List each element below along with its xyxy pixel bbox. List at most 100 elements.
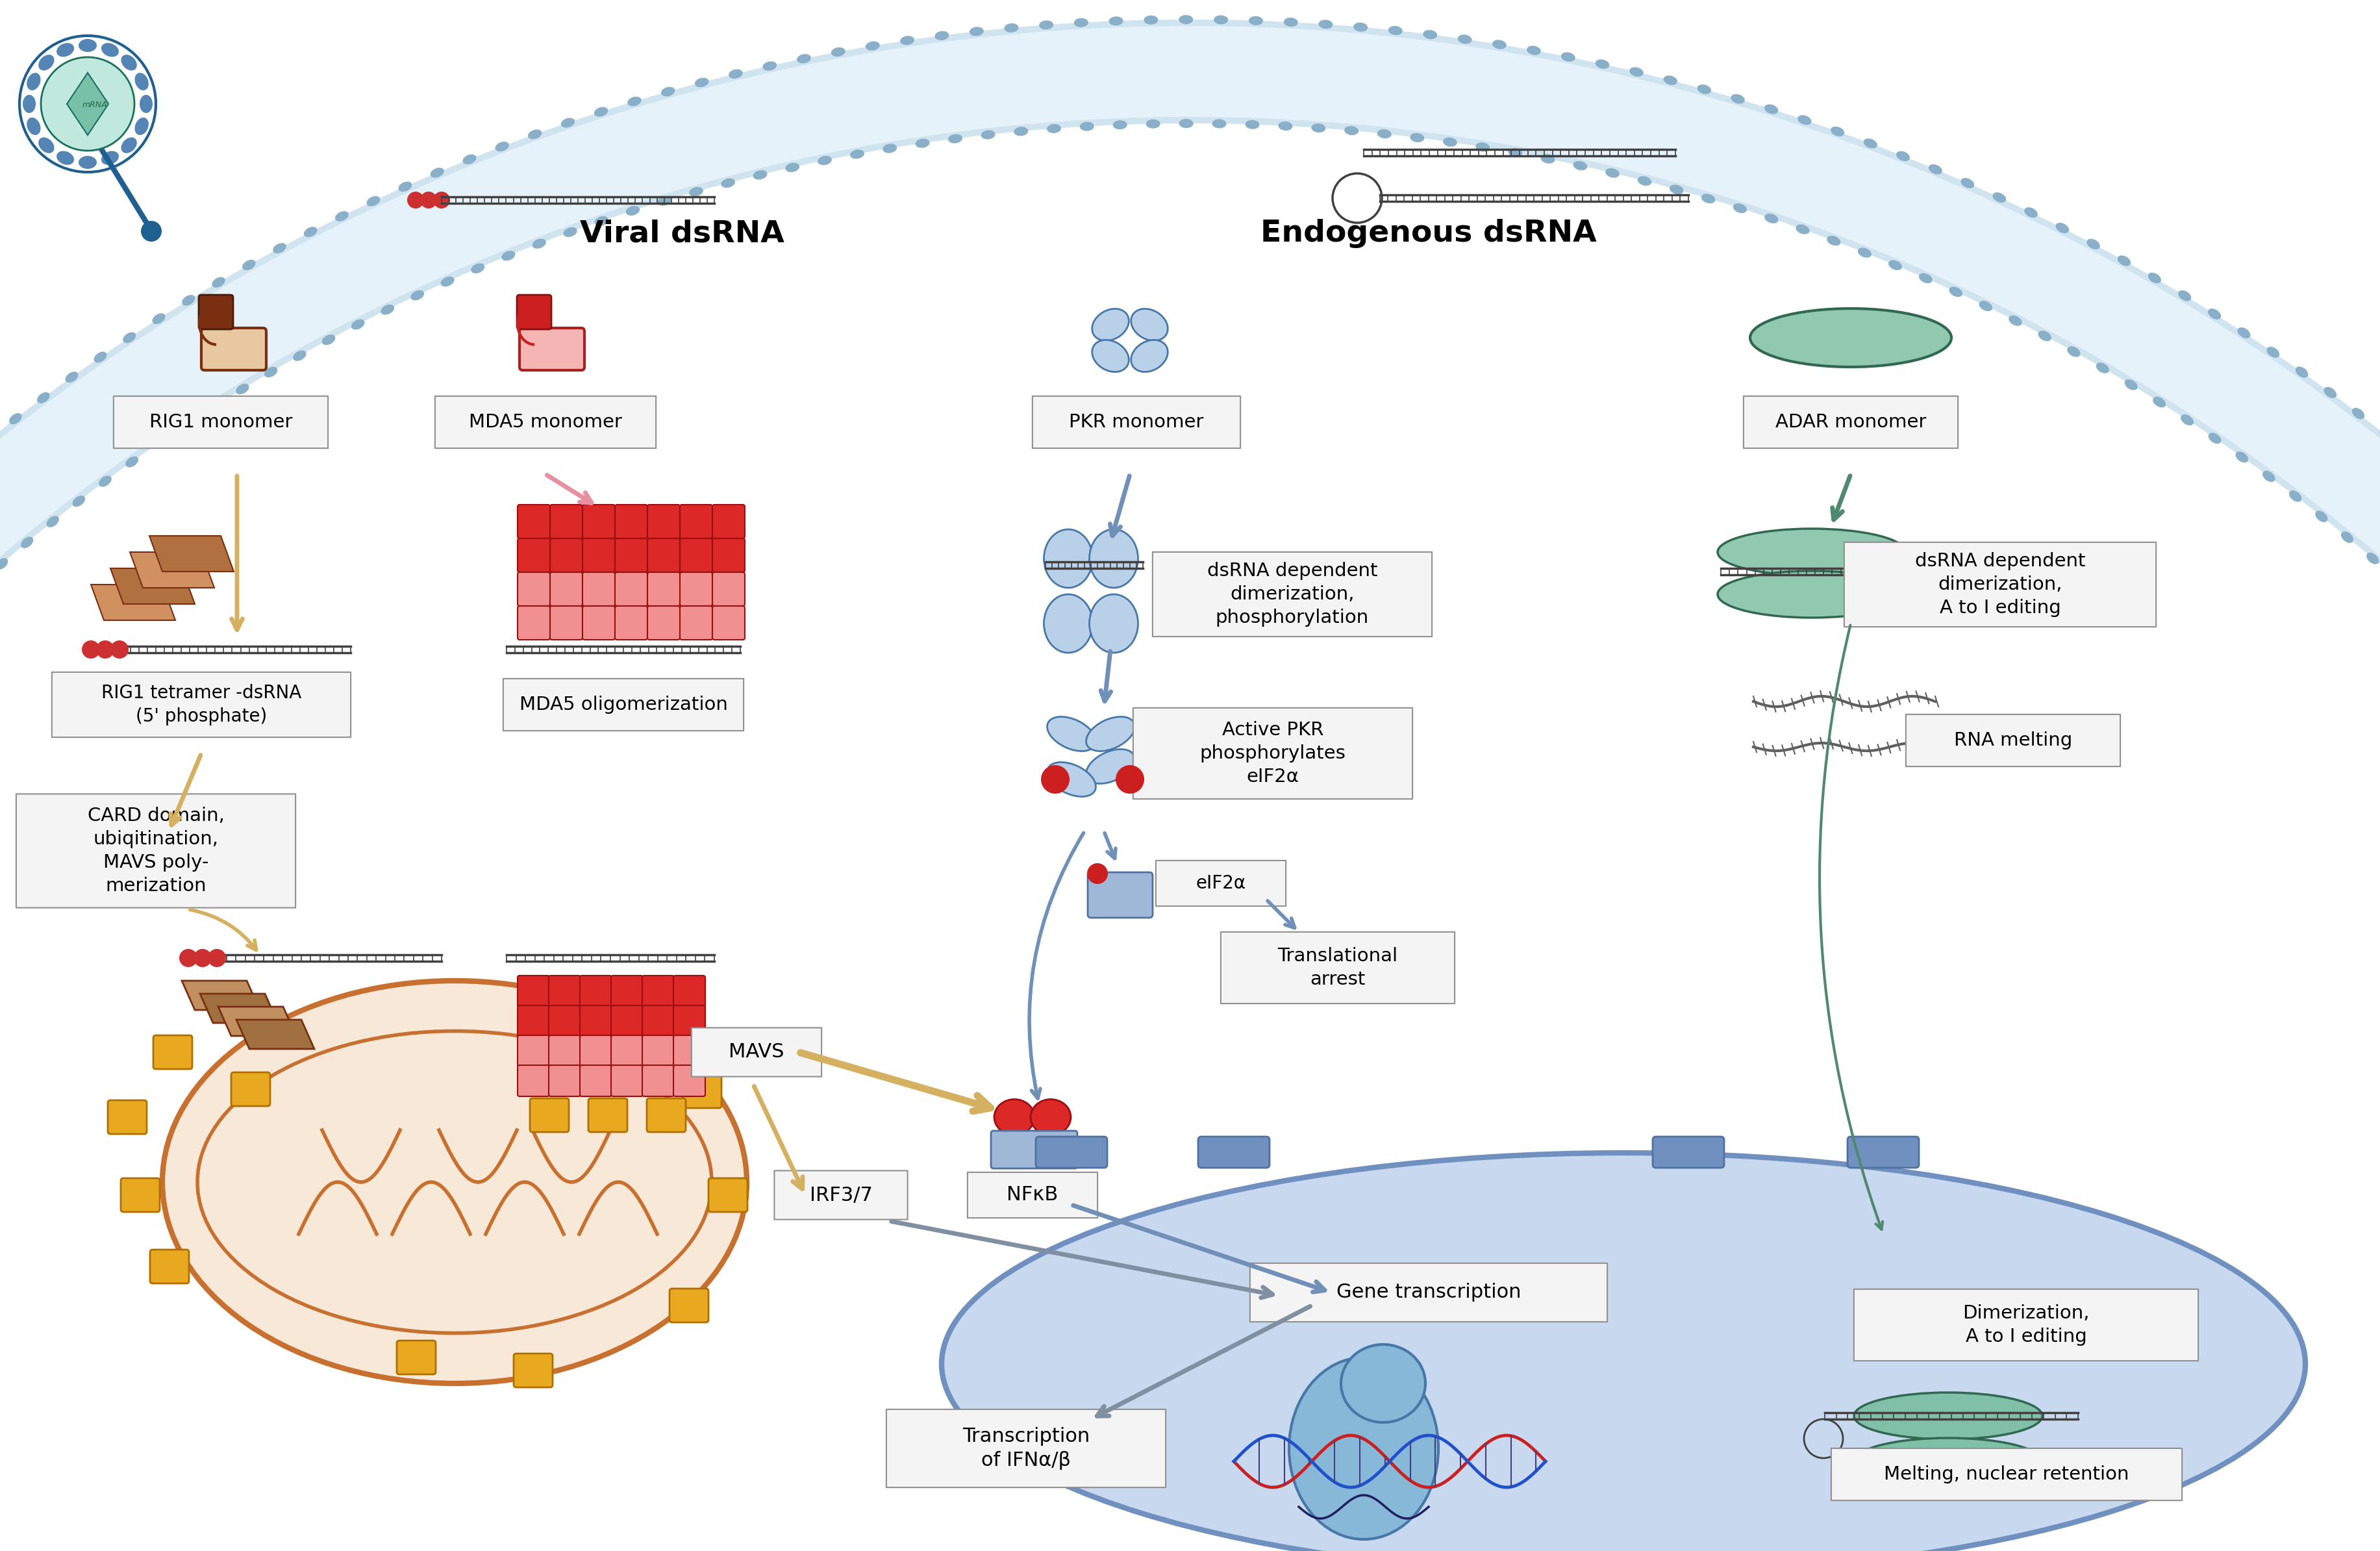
Ellipse shape <box>21 537 33 548</box>
Ellipse shape <box>628 96 640 105</box>
Ellipse shape <box>2066 346 2080 357</box>
Ellipse shape <box>212 278 226 287</box>
Ellipse shape <box>1628 67 1642 76</box>
FancyBboxPatch shape <box>774 1171 907 1219</box>
Ellipse shape <box>562 118 574 127</box>
Circle shape <box>81 641 100 659</box>
Ellipse shape <box>2206 309 2221 320</box>
Ellipse shape <box>662 87 676 96</box>
FancyBboxPatch shape <box>681 606 712 639</box>
Text: Dimerization,
A to I editing: Dimerization, A to I editing <box>1961 1304 2090 1346</box>
Ellipse shape <box>1031 1100 1071 1135</box>
Ellipse shape <box>102 150 119 164</box>
Ellipse shape <box>38 392 50 403</box>
Ellipse shape <box>1178 119 1192 129</box>
FancyBboxPatch shape <box>436 396 657 448</box>
Ellipse shape <box>1928 164 1942 174</box>
Ellipse shape <box>140 95 152 113</box>
Ellipse shape <box>595 107 607 116</box>
FancyBboxPatch shape <box>643 1036 674 1067</box>
Ellipse shape <box>1894 150 1909 161</box>
Ellipse shape <box>1354 23 1368 31</box>
FancyBboxPatch shape <box>152 1036 193 1069</box>
Text: MDA5 oligomerization: MDA5 oligomerization <box>519 695 728 713</box>
FancyBboxPatch shape <box>712 606 745 639</box>
Ellipse shape <box>431 168 445 178</box>
FancyBboxPatch shape <box>1742 396 1956 448</box>
FancyBboxPatch shape <box>202 327 267 371</box>
FancyBboxPatch shape <box>1221 932 1454 1003</box>
FancyBboxPatch shape <box>516 1005 550 1036</box>
Ellipse shape <box>1047 124 1061 133</box>
FancyBboxPatch shape <box>1906 715 2121 766</box>
Text: CARD domain,
ubiqitination,
MAVS poly-
merization: CARD domain, ubiqitination, MAVS poly- m… <box>88 807 224 895</box>
Text: mRNA: mRNA <box>83 101 107 109</box>
Ellipse shape <box>1073 19 1088 28</box>
Circle shape <box>1040 765 1069 794</box>
Ellipse shape <box>181 419 193 430</box>
Ellipse shape <box>0 558 7 569</box>
Ellipse shape <box>1092 309 1128 341</box>
Ellipse shape <box>1595 59 1609 68</box>
Circle shape <box>1116 765 1145 794</box>
Ellipse shape <box>1340 1345 1426 1422</box>
Ellipse shape <box>136 118 148 135</box>
FancyBboxPatch shape <box>612 1005 643 1036</box>
Ellipse shape <box>1854 1393 2042 1439</box>
Ellipse shape <box>38 54 55 70</box>
FancyBboxPatch shape <box>1035 1137 1107 1168</box>
Text: Active PKR
phosphorylates
eIF2α: Active PKR phosphorylates eIF2α <box>1200 721 1345 786</box>
Ellipse shape <box>942 1152 2304 1551</box>
Ellipse shape <box>2023 208 2037 217</box>
Ellipse shape <box>1561 53 1576 62</box>
FancyBboxPatch shape <box>583 504 614 538</box>
Text: dsRNA dependent
dimerization,
phosphorylation: dsRNA dependent dimerization, phosphoryl… <box>1207 561 1378 627</box>
Ellipse shape <box>1047 717 1095 751</box>
Ellipse shape <box>181 295 195 306</box>
Ellipse shape <box>1283 17 1297 26</box>
Ellipse shape <box>57 150 74 164</box>
Ellipse shape <box>100 476 112 487</box>
FancyBboxPatch shape <box>550 538 583 572</box>
FancyBboxPatch shape <box>674 1005 704 1036</box>
Polygon shape <box>131 552 214 588</box>
Ellipse shape <box>274 244 286 253</box>
FancyBboxPatch shape <box>397 1340 436 1374</box>
Ellipse shape <box>26 118 40 135</box>
FancyBboxPatch shape <box>547 1036 581 1067</box>
Text: eIF2α: eIF2α <box>1195 875 1245 892</box>
Ellipse shape <box>1130 309 1169 341</box>
Ellipse shape <box>397 181 412 192</box>
Circle shape <box>433 192 450 208</box>
Ellipse shape <box>2323 386 2335 399</box>
Ellipse shape <box>533 239 545 248</box>
Ellipse shape <box>1540 154 1554 163</box>
Ellipse shape <box>1081 123 1095 130</box>
Ellipse shape <box>1476 143 1490 152</box>
Ellipse shape <box>721 178 735 188</box>
FancyBboxPatch shape <box>114 396 328 448</box>
Ellipse shape <box>1345 126 1359 135</box>
Ellipse shape <box>1887 261 1902 270</box>
Ellipse shape <box>1388 26 1402 36</box>
Text: dsRNA dependent
dimerization,
A to I editing: dsRNA dependent dimerization, A to I edi… <box>1914 552 2085 617</box>
Ellipse shape <box>2087 239 2099 250</box>
Ellipse shape <box>1038 20 1052 29</box>
Ellipse shape <box>1668 185 1683 194</box>
Ellipse shape <box>38 138 55 154</box>
Ellipse shape <box>1288 1357 1438 1539</box>
FancyBboxPatch shape <box>647 504 681 538</box>
Ellipse shape <box>1409 133 1423 143</box>
FancyBboxPatch shape <box>1250 1263 1606 1321</box>
FancyBboxPatch shape <box>647 1098 685 1132</box>
Ellipse shape <box>126 456 138 467</box>
Ellipse shape <box>1311 124 1326 132</box>
Ellipse shape <box>1825 236 1840 245</box>
Ellipse shape <box>1085 749 1135 783</box>
Ellipse shape <box>2316 510 2328 523</box>
Ellipse shape <box>440 276 455 287</box>
Ellipse shape <box>1992 192 2006 203</box>
FancyBboxPatch shape <box>1152 552 1433 636</box>
FancyBboxPatch shape <box>547 1066 581 1097</box>
Circle shape <box>19 36 155 172</box>
